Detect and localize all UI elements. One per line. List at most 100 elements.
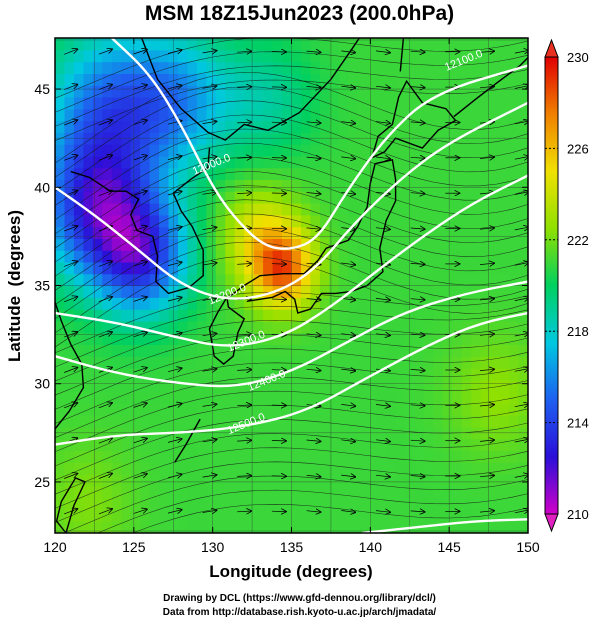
heatmap-cell	[121, 320, 132, 334]
heatmap-cell	[338, 155, 349, 169]
heatmap-cell	[414, 226, 425, 239]
heatmap-cell	[433, 509, 444, 522]
heatmap-cell	[414, 49, 425, 63]
heatmap-cell	[130, 368, 141, 381]
heatmap-cell	[291, 403, 302, 416]
heatmap-cell	[187, 403, 198, 416]
heatmap-cell	[196, 155, 207, 169]
heatmap-cell	[83, 167, 94, 180]
heatmap-cell	[461, 426, 472, 440]
heatmap-cell	[253, 167, 264, 180]
heatmap-cell	[111, 474, 122, 487]
heatmap-cell	[64, 521, 75, 533]
heatmap-cell	[348, 320, 359, 334]
heatmap-cell	[140, 297, 151, 310]
heatmap-cell	[282, 191, 293, 204]
heatmap-cell	[319, 403, 330, 416]
heatmap-cell	[310, 368, 321, 381]
heatmap-cell	[452, 238, 463, 251]
heatmap-cell	[282, 497, 293, 510]
heatmap-cell	[509, 214, 520, 228]
heatmap-cell	[121, 144, 132, 157]
heatmap-cell	[102, 108, 113, 122]
heatmap-cell	[73, 438, 84, 452]
heatmap-cell	[282, 379, 293, 393]
heatmap-cell	[386, 167, 397, 180]
heatmap-cell	[121, 96, 132, 110]
heatmap-cell	[480, 391, 491, 404]
heatmap-cell	[509, 474, 520, 487]
heatmap-cell	[528, 368, 538, 380]
heatmap-cell	[509, 250, 520, 263]
heatmap-cell	[55, 273, 66, 287]
heatmap-cell	[357, 415, 368, 428]
heatmap-cell	[234, 203, 245, 216]
heatmap-cell	[301, 474, 312, 487]
heatmap-cell	[263, 61, 274, 74]
heatmap-cell	[518, 332, 528, 345]
heatmap-cell	[357, 96, 368, 110]
heatmap-cell	[225, 474, 236, 487]
heatmap-cell	[263, 450, 274, 463]
heatmap-cell	[348, 250, 359, 263]
heatmap-cell	[225, 462, 236, 475]
heatmap-cell	[149, 73, 160, 86]
heatmap-cell	[319, 226, 330, 239]
heatmap-cell	[282, 426, 293, 440]
heatmap-cell	[187, 167, 198, 180]
heatmap-cell	[367, 344, 378, 357]
wind-arrow	[410, 157, 425, 158]
heatmap-cell	[518, 250, 528, 263]
heatmap-cell	[386, 344, 397, 357]
heatmap-cell	[395, 462, 406, 475]
heatmap-cell	[414, 497, 425, 510]
heatmap-cell	[461, 155, 472, 169]
heatmap-cell	[159, 403, 170, 416]
heatmap-cell	[423, 356, 434, 369]
heatmap-cell	[367, 120, 378, 133]
heatmap-cell	[329, 309, 340, 322]
heatmap-cell	[357, 179, 368, 192]
heatmap-cell	[225, 332, 236, 345]
heatmap-cell	[310, 203, 321, 216]
heatmap-cell	[423, 462, 434, 475]
heatmap-cell	[168, 191, 179, 204]
heatmap-cell	[140, 96, 151, 110]
heatmap-cell	[376, 179, 387, 192]
wind-arrow	[98, 120, 112, 126]
heatmap-cell	[490, 226, 501, 239]
heatmap-cell	[83, 497, 94, 510]
heatmap-cell	[518, 497, 528, 510]
heatmap-cell	[206, 214, 217, 228]
heatmap-cell	[83, 96, 94, 110]
heatmap-cell	[159, 438, 170, 452]
heatmap-cell	[423, 108, 434, 122]
heatmap-cell	[480, 226, 491, 239]
wind-arrow	[98, 85, 112, 90]
heatmap-cell	[376, 450, 387, 463]
heatmap-cell	[442, 415, 453, 428]
heatmap-cell	[386, 261, 397, 275]
heatmap-cell	[490, 108, 501, 122]
heatmap-cell	[452, 203, 463, 216]
heatmap-cell	[111, 261, 122, 275]
wind-arrow	[237, 264, 251, 265]
heatmap-cell	[509, 132, 520, 145]
heatmap-cell	[499, 214, 510, 228]
heatmap-cell	[509, 273, 520, 287]
heatmap-cell	[253, 438, 264, 452]
heatmap-cell	[225, 49, 236, 63]
heatmap-cell	[83, 344, 94, 357]
heatmap-cell	[92, 132, 103, 145]
heatmap-cell	[102, 120, 113, 133]
heatmap-cell	[319, 438, 330, 452]
heatmap-cell	[499, 73, 510, 86]
heatmap-cell	[395, 250, 406, 263]
heatmap-cell	[92, 356, 103, 369]
heatmap-cell	[206, 144, 217, 157]
heatmap-cell	[499, 403, 510, 416]
heatmap-cell	[187, 497, 198, 510]
heatmap-cell	[471, 391, 482, 404]
wind-arrow	[341, 157, 355, 159]
heatmap-cell	[442, 108, 453, 122]
